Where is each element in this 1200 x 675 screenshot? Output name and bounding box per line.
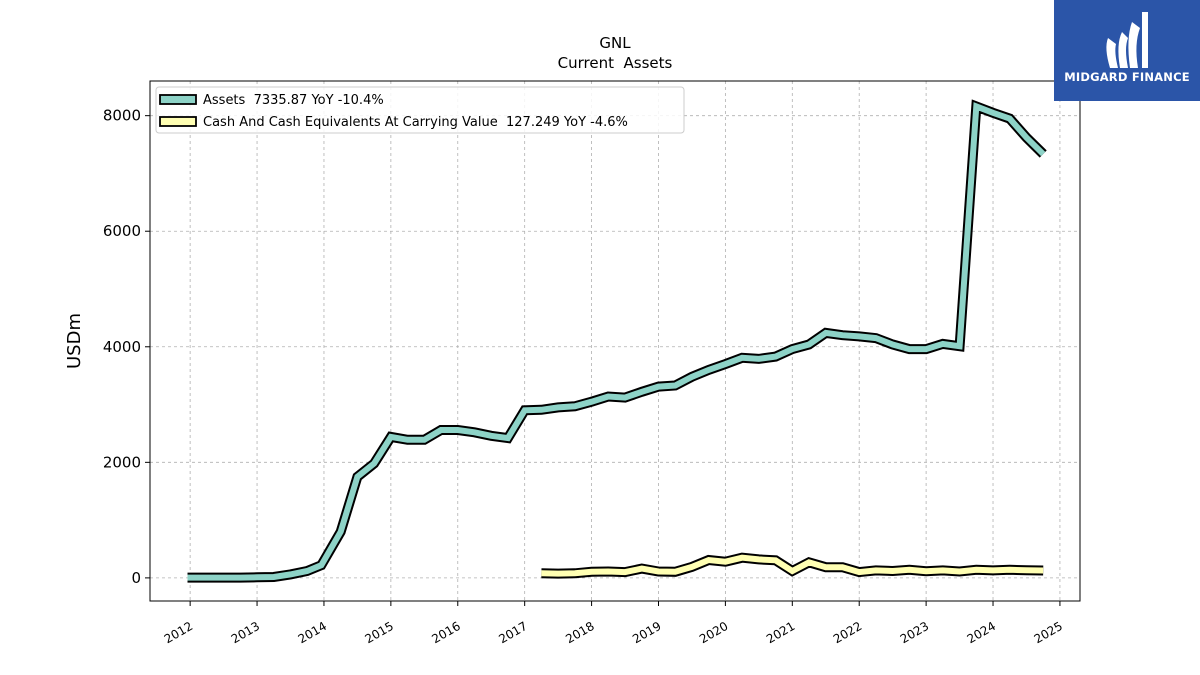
x-tick-label: 2012 <box>162 619 195 646</box>
y-axis-label: USDm <box>64 313 85 369</box>
y-tick-label: 2000 <box>103 453 141 471</box>
plot-frame <box>149 80 1081 602</box>
x-tick-label: 2019 <box>630 619 663 646</box>
y-tick-label: 0 <box>131 569 141 587</box>
y-tick-label: 8000 <box>103 107 141 125</box>
chart-subtitle: Current Assets <box>558 54 673 72</box>
series-outline-0 <box>187 99 1047 583</box>
x-tick-label: 2025 <box>1032 619 1065 646</box>
x-tick-label: 2018 <box>563 619 596 646</box>
x-tick-label: 2014 <box>296 619 329 646</box>
legend-swatch-0 <box>159 94 197 105</box>
x-tick-label: 2015 <box>363 619 396 646</box>
x-tick-label: 2022 <box>831 619 864 646</box>
chart-title: GNL <box>599 34 631 52</box>
x-tick-label: 2023 <box>898 619 931 646</box>
x-tick-label: 2017 <box>496 619 529 646</box>
x-tick-label: 2020 <box>697 619 730 646</box>
legend-swatch-1 <box>159 116 197 127</box>
legend: Assets 7335.87 YoY -10.4% Cash And Cash E… <box>155 86 685 134</box>
x-tick-label: 2016 <box>429 619 462 646</box>
series-line-1 <box>541 554 1044 577</box>
midgard-finance-logo: MIDGARD FINANCE <box>1054 0 1200 101</box>
x-tick-label: 2024 <box>965 619 998 646</box>
series-layer <box>187 99 1047 583</box>
logo-text: MIDGARD FINANCE <box>1064 70 1190 84</box>
x-tick-label: 2021 <box>764 619 797 646</box>
legend-label-0: Assets 7335.87 YoY -10.4% <box>203 93 384 108</box>
logo-mark-icon <box>1106 12 1148 68</box>
legend-box <box>155 86 685 134</box>
x-tick-label: 2013 <box>229 619 262 646</box>
legend-label-1: Cash And Cash Equivalents At Carrying Va… <box>203 115 628 130</box>
axes: 0 2000 4000 6000 8000 2012 2013 2014 2015 2016 201… <box>103 107 1065 647</box>
series-line-0 <box>187 102 1046 581</box>
y-tick-label: 4000 <box>103 338 141 356</box>
y-tick-label: 6000 <box>103 222 141 240</box>
